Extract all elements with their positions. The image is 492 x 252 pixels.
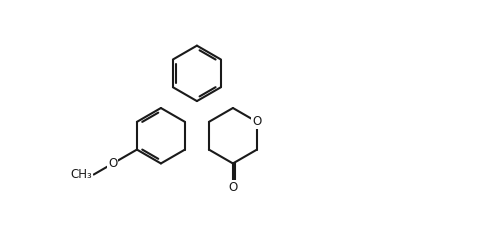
Text: O: O [252, 115, 262, 128]
Text: CH₃: CH₃ [70, 168, 92, 181]
Text: O: O [228, 180, 238, 194]
Text: O: O [108, 157, 118, 170]
